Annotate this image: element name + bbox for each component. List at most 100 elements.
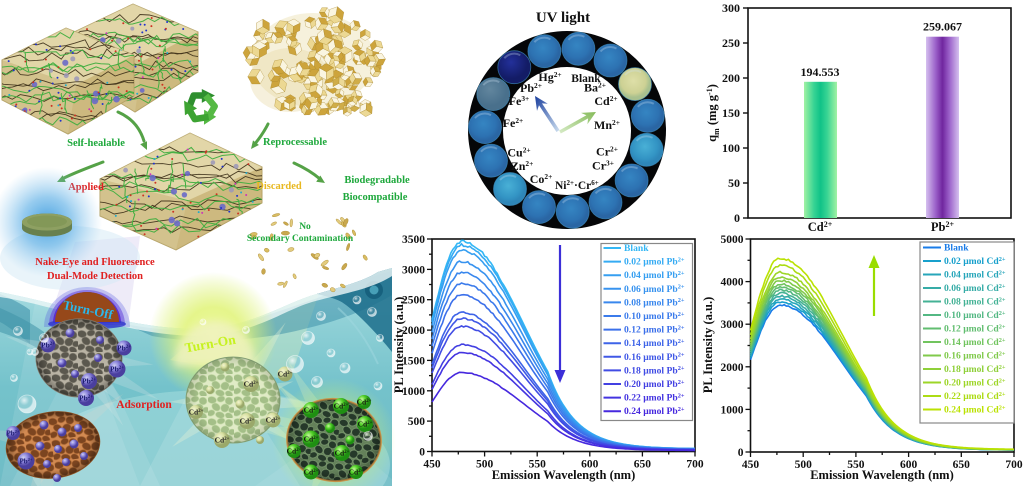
svg-text:2500: 2500 xyxy=(402,295,425,307)
svg-text:Cd2+: Cd2+ xyxy=(335,449,350,458)
svg-text:Blank: Blank xyxy=(571,73,601,85)
svg-text:Blank: Blank xyxy=(944,243,969,254)
svg-text:0.22 μmol Cd2+: 0.22 μmol Cd2+ xyxy=(944,391,1006,402)
svg-text:0.14 μmol Pb2+: 0.14 μmol Pb2+ xyxy=(624,338,685,349)
svg-text:Ni2+·Cr6+: Ni2+·Cr6+ xyxy=(555,179,599,192)
svg-text:0.24 μmol Pb2+: 0.24 μmol Pb2+ xyxy=(624,406,685,417)
svg-text:0.12 μmol Cd2+: 0.12 μmol Cd2+ xyxy=(944,323,1006,334)
svg-text:Biodegradable: Biodegradable xyxy=(344,175,410,186)
svg-text:Reprocessable: Reprocessable xyxy=(263,137,327,148)
svg-text:100: 100 xyxy=(722,141,740,155)
svg-text:Nake-Eye and Fluoresence: Nake-Eye and Fluoresence xyxy=(35,257,155,268)
svg-text:qm (mg g-1): qm (mg g-1) xyxy=(705,84,721,142)
svg-text:550: 550 xyxy=(529,459,547,471)
svg-text:Cd2+: Cd2+ xyxy=(244,380,259,389)
svg-text:0.02 μmol Pb2+: 0.02 μmol Pb2+ xyxy=(624,256,685,267)
svg-text:Cd2+: Cd2+ xyxy=(808,220,833,234)
svg-text:Emission Wavelength (nm): Emission Wavelength (nm) xyxy=(492,468,636,482)
svg-text:1500: 1500 xyxy=(402,355,425,367)
svg-text:Pb2+: Pb2+ xyxy=(117,344,131,353)
svg-text:4000: 4000 xyxy=(721,277,744,289)
svg-text:2000: 2000 xyxy=(402,325,425,337)
svg-text:Self-healable: Self-healable xyxy=(67,138,125,149)
svg-text:No: No xyxy=(299,222,311,232)
svg-text:0.08 μmol Cd2+: 0.08 μmol Cd2+ xyxy=(944,296,1006,307)
svg-text:700: 700 xyxy=(1005,459,1023,471)
svg-text:Cd2+: Cd2+ xyxy=(304,468,319,477)
svg-text:Cd2+: Cd2+ xyxy=(287,447,302,456)
svg-text:Cd2+: Cd2+ xyxy=(189,408,204,417)
svg-text:0.06 μmol Cd2+: 0.06 μmol Cd2+ xyxy=(944,283,1006,294)
svg-text:3500: 3500 xyxy=(402,234,425,246)
svg-text:UV light: UV light xyxy=(536,10,590,26)
svg-text:Pb2+: Pb2+ xyxy=(931,220,955,234)
svg-text:500: 500 xyxy=(408,416,426,428)
svg-text:650: 650 xyxy=(634,459,652,471)
svg-text:2000: 2000 xyxy=(721,362,744,374)
svg-text:PL Intensity (a.u.): PL Intensity (a.u.) xyxy=(701,297,715,394)
svg-text:250: 250 xyxy=(722,36,740,50)
svg-text:0.18 μmol Cd2+: 0.18 μmol Cd2+ xyxy=(944,364,1006,375)
svg-text:0.22 μmol Pb2+: 0.22 μmol Pb2+ xyxy=(624,392,685,403)
svg-text:700: 700 xyxy=(686,459,704,471)
svg-text:0.24 μmol Cd2+: 0.24 μmol Cd2+ xyxy=(944,404,1006,415)
svg-text:Cd2+: Cd2+ xyxy=(215,436,230,445)
svg-text:Cd2+: Cd2+ xyxy=(240,417,255,426)
svg-text:0: 0 xyxy=(738,447,744,459)
svg-text:600: 600 xyxy=(581,459,599,471)
svg-text:Blank: Blank xyxy=(624,243,649,254)
svg-text:Cd2+: Cd2+ xyxy=(304,406,319,415)
svg-text:Cd2+: Cd2+ xyxy=(334,402,349,411)
svg-text:Dual-Mode Detection: Dual-Mode Detection xyxy=(47,271,143,282)
svg-text:0: 0 xyxy=(734,211,740,225)
svg-text:0.10 μmol Pb2+: 0.10 μmol Pb2+ xyxy=(624,311,685,322)
svg-text:Adsorption: Adsorption xyxy=(116,399,172,411)
svg-text:0.02 μmol Cd2+: 0.02 μmol Cd2+ xyxy=(944,256,1006,267)
svg-text:450: 450 xyxy=(423,459,441,471)
svg-text:Pb2+: Pb2+ xyxy=(79,394,93,403)
svg-text:Cd2+: Cd2+ xyxy=(358,420,373,429)
svg-text:1000: 1000 xyxy=(721,404,744,416)
svg-text:50: 50 xyxy=(728,176,740,190)
svg-text:259.067: 259.067 xyxy=(923,20,962,34)
svg-text:Secondary Contamination: Secondary Contamination xyxy=(247,234,354,244)
svg-text:0.04 μmol Cd2+: 0.04 μmol Cd2+ xyxy=(944,269,1006,280)
svg-text:300: 300 xyxy=(722,1,740,15)
svg-text:600: 600 xyxy=(900,459,918,471)
svg-text:194.553: 194.553 xyxy=(801,65,840,79)
svg-text:Biocompatible: Biocompatible xyxy=(343,192,408,203)
svg-text:500: 500 xyxy=(795,459,813,471)
svg-text:0: 0 xyxy=(419,447,425,459)
svg-text:5000: 5000 xyxy=(721,234,744,246)
svg-text:Pb2+: Pb2+ xyxy=(110,365,124,374)
svg-text:0.18 μmol Pb2+: 0.18 μmol Pb2+ xyxy=(624,365,685,376)
svg-text:PL Intensity (a.u.): PL Intensity (a.u.) xyxy=(392,297,406,394)
svg-text:Pb2+: Pb2+ xyxy=(7,429,20,437)
svg-text:0.20 μmol Pb2+: 0.20 μmol Pb2+ xyxy=(624,379,685,390)
svg-text:3000: 3000 xyxy=(402,264,425,276)
svg-text:Emission Wavelength (nm): Emission Wavelength (nm) xyxy=(810,468,954,482)
svg-text:3000: 3000 xyxy=(721,319,744,331)
svg-text:450: 450 xyxy=(742,459,760,471)
svg-text:150: 150 xyxy=(722,106,740,120)
svg-text:200: 200 xyxy=(722,71,740,85)
svg-text:Cd2+: Cd2+ xyxy=(278,370,293,379)
svg-text:Cd2+: Cd2+ xyxy=(349,468,364,477)
svg-text:0.20 μmol Cd2+: 0.20 μmol Cd2+ xyxy=(944,377,1006,388)
svg-text:0.10 μmol Cd2+: 0.10 μmol Cd2+ xyxy=(944,310,1006,321)
svg-text:Pb2+: Pb2+ xyxy=(82,377,96,386)
svg-text:Cd2+: Cd2+ xyxy=(304,435,319,444)
svg-text:0.04 μmol Pb2+: 0.04 μmol Pb2+ xyxy=(624,270,685,281)
svg-text:550: 550 xyxy=(847,459,865,471)
svg-text:650: 650 xyxy=(953,459,971,471)
svg-text:Pb2+: Pb2+ xyxy=(20,457,33,465)
svg-text:0.16 μmol Pb2+: 0.16 μmol Pb2+ xyxy=(624,352,685,363)
svg-text:Discarded: Discarded xyxy=(256,181,302,192)
svg-text:Pb2+: Pb2+ xyxy=(41,341,55,350)
svg-text:0.16 μmol Cd2+: 0.16 μmol Cd2+ xyxy=(944,350,1006,361)
svg-text:Cd2+: Cd2+ xyxy=(357,398,372,407)
svg-text:0.12 μmol Pb2+: 0.12 μmol Pb2+ xyxy=(624,324,685,335)
svg-text:0.14 μmol Cd2+: 0.14 μmol Cd2+ xyxy=(944,337,1006,348)
svg-text:0.08 μmol Pb2+: 0.08 μmol Pb2+ xyxy=(624,297,685,308)
svg-text:0.06 μmol Pb2+: 0.06 μmol Pb2+ xyxy=(624,284,685,295)
